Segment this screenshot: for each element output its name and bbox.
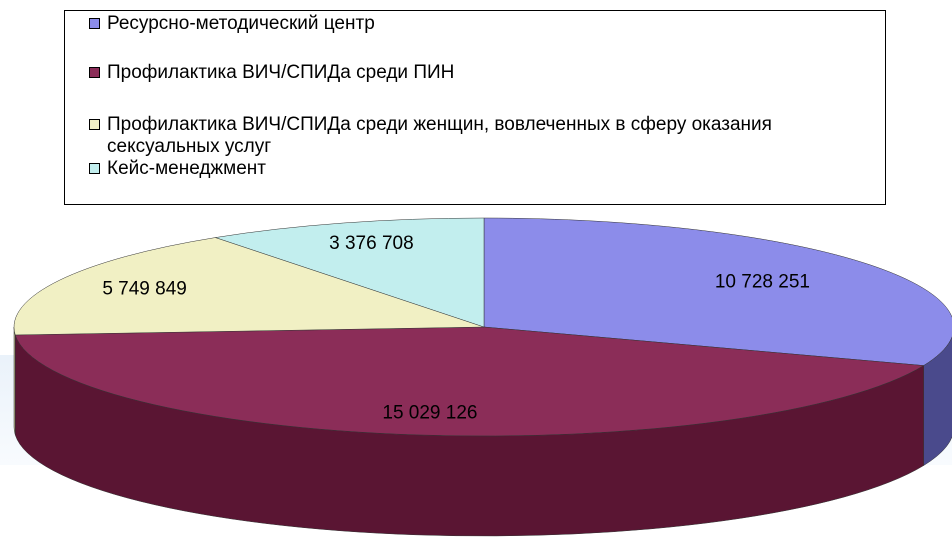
- legend-swatch: [89, 67, 100, 78]
- legend-swatch: [89, 163, 100, 174]
- legend-label: Ресурсно-методический центр: [107, 13, 375, 34]
- legend-entry: Профилактика ВИЧ/СПИДа среди женщин, вов…: [89, 114, 871, 158]
- slice: [215, 217, 485, 328]
- legend-label: Профилактика ВИЧ/СПИДа среди женщин, вов…: [107, 114, 772, 157]
- slice-side: [13, 326, 16, 436]
- data-label: 10 728 251: [715, 271, 810, 292]
- legend-label: Профилактика ВИЧ/СПИДа среди ПИН: [107, 62, 455, 83]
- legend-swatch: [89, 119, 100, 130]
- legend-label: Кейс-менеджмент: [107, 158, 266, 179]
- legend: Ресурсно-методический центр Профилактика …: [64, 10, 886, 205]
- data-label: 15 029 126: [382, 402, 477, 423]
- slice: [14, 326, 925, 437]
- legend-entry: Ресурсно-методический центр: [89, 13, 871, 35]
- legend-entry: Кейс-менеджмент: [89, 158, 871, 180]
- legend-entry: Профилактика ВИЧ/СПИДа среди ПИН: [89, 62, 871, 84]
- data-label: 3 376 708: [329, 233, 414, 254]
- data-label: 5 749 849: [102, 278, 187, 299]
- legend-swatch: [89, 18, 100, 29]
- slice: [13, 237, 485, 336]
- slice: [483, 217, 952, 366]
